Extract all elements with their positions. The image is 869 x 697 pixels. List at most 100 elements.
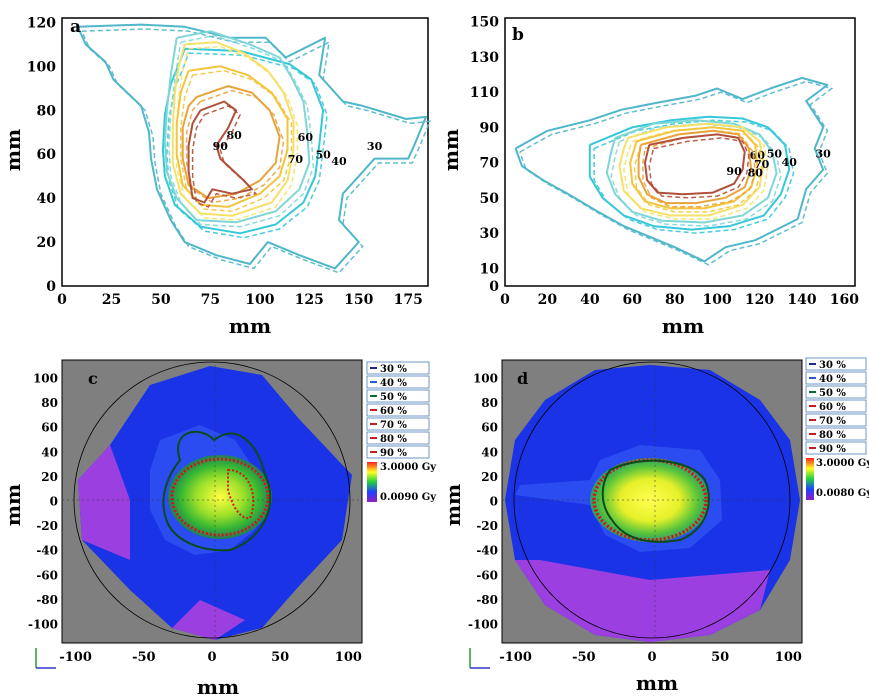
x-tick-label: -50: [572, 650, 596, 665]
isodose-80-label: 80: [226, 129, 242, 142]
y-tick-label: -40: [476, 544, 498, 558]
isodose-80-dashed-line: [642, 133, 757, 208]
y-tick-label: 130: [470, 50, 499, 66]
y-tick-label: 20: [37, 235, 57, 251]
legend-item-box: [805, 399, 867, 413]
y-tick-label: 10: [480, 261, 500, 277]
panel-b-y-axis-label: mm: [439, 129, 463, 171]
legend-item-box: [366, 417, 430, 431]
panel-a-label: a: [70, 17, 81, 37]
isodose-60-dashed-line: [175, 45, 299, 221]
isodose-40-dashed-line: [166, 52, 328, 239]
panel-a-y-axis-label: mm: [1, 129, 25, 171]
y-tick-label: 80: [41, 396, 58, 410]
panel-c-label: c: [88, 369, 98, 388]
y-tick-label: 30: [480, 226, 500, 242]
isodose-50-line: [605, 119, 778, 224]
panel-c-x-axis-label: mm: [197, 675, 239, 697]
x-tick-label: 25: [102, 292, 121, 308]
legend-item-label: 90 %: [819, 444, 846, 455]
isodose-50-dashed-line: [610, 123, 782, 227]
isodose-30-label: 30: [816, 147, 832, 160]
y-tick-label: 70: [480, 156, 500, 172]
panel-c-colorbar-max: 3.0000 Gy: [380, 462, 437, 473]
x-tick-label: 120: [745, 292, 774, 308]
x-tick-label: 0: [57, 292, 67, 308]
y-tick-label: -80: [476, 593, 498, 607]
isodose-70-label: 70: [288, 153, 304, 166]
panel-a-frame: [61, 17, 429, 287]
panel-b-y-ticks: 0 10 30 50 70 90 110 130 150: [470, 15, 499, 295]
x-tick-label: -100: [59, 650, 92, 665]
y-tick-label: 120: [27, 15, 56, 31]
panel-c-axes-glyph: [35, 648, 56, 669]
x-tick-label: 100: [703, 292, 732, 308]
x-tick-label: 60: [623, 292, 643, 308]
panel-a-x-axis-label: mm: [229, 314, 271, 338]
x-tick-label: 0: [207, 650, 216, 665]
x-tick-label: 125: [295, 292, 324, 308]
isodose-80-line: [181, 85, 281, 200]
isodose-40-label: 40: [331, 155, 347, 168]
isodose-80-label: 80: [748, 167, 764, 180]
legend-item-box: [805, 371, 867, 385]
y-tick-label: 0: [489, 279, 499, 295]
isodose-30-label: 30: [367, 140, 383, 153]
panel-d-dose-region-purple-bottom: [515, 560, 770, 642]
legend-item-label: 30 %: [819, 360, 846, 371]
panel-d-legend: 30 % 40 % 50 % 60 % 70 % 80 % 90 %: [805, 357, 867, 455]
isodose-60-line: [171, 41, 295, 217]
y-tick-label: -40: [36, 544, 58, 558]
legend-item-box: [805, 427, 867, 441]
y-tick-label: -100: [28, 618, 58, 632]
isodose-30-line: [76, 23, 427, 270]
panel-c-x-ticks: -100 -50 0 50 100: [59, 650, 362, 665]
x-tick-label: 0: [647, 650, 656, 665]
legend-item-box: [805, 357, 867, 371]
y-tick-label: -60: [476, 568, 498, 582]
isodose-90-label: 90: [213, 140, 229, 153]
isodose-80-line: [637, 129, 753, 205]
legend-item-box: [805, 441, 867, 455]
panel-d-y-ticks: 100 80 60 40 20 0 -20 -40 -60 -80 -100: [468, 371, 498, 631]
legend-item-label: 80 %: [380, 434, 407, 445]
legend-item-box: [366, 403, 430, 417]
y-tick-label: 60: [481, 421, 498, 435]
legend-item-label: 40 %: [380, 378, 407, 389]
legend-item-box: [366, 431, 430, 445]
x-tick-label: -100: [499, 650, 532, 665]
y-tick-label: 50: [480, 191, 500, 207]
panel-c-colorbar: 3.0000 Gy 0.0090 Gy: [367, 462, 437, 503]
y-tick-label: 100: [33, 371, 58, 385]
x-tick-label: 100: [245, 292, 274, 308]
legend-item-label: 50 %: [819, 388, 846, 399]
isodose-60-line: [618, 122, 765, 217]
y-tick-label: 80: [37, 103, 57, 119]
y-tick-label: -60: [36, 568, 58, 582]
y-tick-label: -100: [468, 618, 498, 632]
isodose-50-label: 50: [315, 149, 331, 162]
legend-item-label: 70 %: [380, 420, 407, 431]
x-tick-label: 0: [500, 292, 510, 308]
x-tick-label: 80: [665, 292, 685, 308]
isodose-40-line: [588, 115, 791, 231]
panel-b-x-ticks: 0 20 40 60 80 100 120 140 160: [500, 292, 859, 308]
isodose-90-dashed-line: [648, 137, 750, 199]
panel-b-x-axis-label: mm: [662, 314, 704, 338]
isodose-70-dashed-line: [179, 69, 293, 213]
y-tick-label: 60: [37, 147, 57, 163]
x-tick-label: 50: [271, 650, 289, 665]
isodose-50-dashed-line: [168, 34, 315, 228]
y-tick-label: 40: [37, 191, 57, 207]
x-tick-label: 40: [580, 292, 600, 308]
y-tick-label: 0: [46, 279, 56, 295]
y-tick-label: 60: [41, 421, 58, 435]
panel-c-y-axis-label: mm: [1, 484, 25, 526]
y-tick-label: 0: [490, 495, 498, 509]
x-tick-label: 50: [151, 292, 171, 308]
x-tick-label: 175: [394, 292, 423, 308]
legend-item-box: [366, 445, 430, 459]
